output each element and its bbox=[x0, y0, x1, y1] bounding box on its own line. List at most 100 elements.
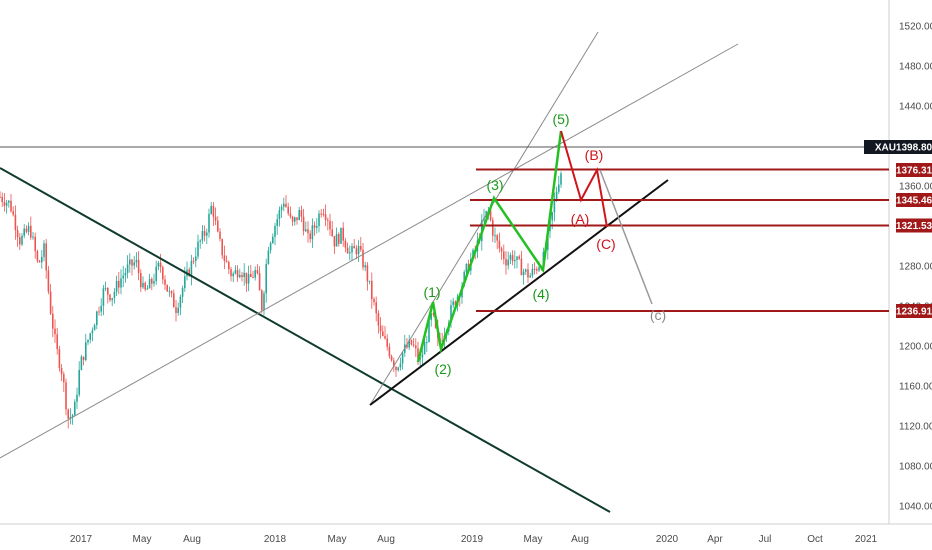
candle-body-down bbox=[333, 236, 336, 247]
candle-body-down bbox=[307, 229, 309, 234]
candle-body-down bbox=[287, 206, 289, 214]
candle-body-up bbox=[254, 270, 256, 278]
candle-body-up bbox=[364, 265, 366, 268]
candle-body-up bbox=[78, 369, 80, 395]
candle-body-down bbox=[203, 231, 206, 236]
level-badge-1236-text: 1236.91 bbox=[896, 307, 932, 318]
level-badge-1321: 1321.53 bbox=[896, 218, 932, 233]
candle-body-down bbox=[212, 205, 215, 217]
level-badge-1345-text: 1345.46 bbox=[896, 196, 932, 207]
candle-body-up bbox=[23, 228, 25, 236]
candle-body-down bbox=[214, 216, 217, 221]
candle-body-up bbox=[494, 235, 496, 237]
candle-body-up bbox=[263, 293, 265, 311]
candle-body-down bbox=[518, 256, 520, 259]
candle-body-up bbox=[76, 394, 78, 402]
candle-body-down bbox=[0, 196, 1, 198]
candle-body-up bbox=[267, 250, 270, 264]
time-tick-label: May bbox=[524, 534, 543, 545]
candle-body-up bbox=[69, 416, 72, 419]
candle-body-down bbox=[417, 348, 419, 360]
steep-channel-line bbox=[369, 31, 599, 406]
candle-body-up bbox=[27, 225, 30, 232]
candle-body-up bbox=[21, 235, 23, 245]
candle-body-down bbox=[192, 260, 195, 262]
time-tick-label: 2018 bbox=[264, 534, 287, 545]
candle-body-up bbox=[210, 205, 212, 214]
downtrend-line bbox=[0, 167, 611, 513]
candle-body-down bbox=[355, 248, 358, 255]
candle-body-up bbox=[208, 213, 210, 233]
candle-body-up bbox=[551, 212, 553, 221]
candle-body-down bbox=[492, 220, 494, 236]
level-badge-1376-bg bbox=[896, 163, 932, 177]
candle-body-up bbox=[368, 280, 371, 282]
candle-body-down bbox=[219, 231, 221, 240]
candle-body-down bbox=[173, 293, 175, 308]
candle-body-up bbox=[463, 271, 465, 286]
last-price-badge: XAUUSD 1398.80 bbox=[864, 140, 932, 154]
candle-body-down bbox=[30, 225, 32, 238]
candle-body-down bbox=[289, 213, 292, 217]
candle-body-down bbox=[151, 278, 153, 284]
wave-label-c-projection: (c) bbox=[650, 307, 666, 323]
candle-body-up bbox=[142, 282, 144, 288]
candle-body-down bbox=[406, 344, 408, 348]
candle-body-down bbox=[432, 313, 435, 315]
candle-body-down bbox=[1, 196, 3, 202]
candle-body-up bbox=[199, 240, 201, 242]
candle-body-up bbox=[265, 263, 267, 294]
candle-body-up bbox=[516, 256, 518, 260]
candle-body-down bbox=[342, 227, 344, 241]
candle-body-down bbox=[373, 299, 375, 303]
long-channel-line bbox=[0, 43, 739, 459]
candle-body-up bbox=[104, 287, 107, 289]
candle-body-down bbox=[159, 262, 162, 268]
candle-body-up bbox=[423, 342, 426, 355]
candle-body-down bbox=[45, 243, 47, 271]
candle-body-down bbox=[324, 214, 327, 220]
candle-body-up bbox=[553, 199, 556, 213]
candle-body-down bbox=[344, 240, 347, 248]
candle-body-down bbox=[109, 294, 111, 301]
candle-body-down bbox=[137, 259, 140, 273]
candle-body-up bbox=[195, 256, 197, 262]
wave-label-a: (A) bbox=[571, 211, 590, 227]
candle-body-up bbox=[111, 298, 113, 301]
candle-body-up bbox=[239, 274, 241, 278]
candle-body-up bbox=[340, 227, 342, 244]
candle-body-down bbox=[302, 216, 305, 232]
wave-label-4: (4) bbox=[532, 286, 549, 302]
level-badge-1236: 1236.91 bbox=[896, 304, 932, 318]
candle-body-down bbox=[38, 260, 41, 263]
candle-body-up bbox=[206, 232, 208, 236]
candle-body-down bbox=[164, 279, 166, 285]
time-tick-label: 2019 bbox=[461, 534, 484, 545]
time-tick-label: Jul bbox=[759, 534, 772, 545]
candle-body-down bbox=[498, 240, 501, 249]
candle-body-up bbox=[87, 339, 89, 343]
candle-body-up bbox=[305, 229, 307, 232]
candle-body-down bbox=[366, 265, 369, 282]
candle-body-down bbox=[107, 287, 109, 295]
candle-body-down bbox=[500, 248, 503, 252]
candle-body-up bbox=[419, 357, 421, 360]
candle-body-down bbox=[14, 214, 17, 231]
candle-body-up bbox=[428, 320, 430, 342]
candle-body-up bbox=[74, 401, 76, 416]
candle-body-down bbox=[382, 331, 384, 337]
last-price-value: 1398.80 bbox=[896, 143, 932, 154]
candle-body-down bbox=[291, 216, 294, 222]
candle-body-down bbox=[503, 251, 505, 260]
candle-body-down bbox=[511, 255, 514, 262]
candle-body-up bbox=[181, 288, 184, 297]
candle-body-up bbox=[234, 270, 237, 274]
candle-body-down bbox=[221, 239, 223, 256]
candle-body-up bbox=[465, 263, 468, 272]
candle-body-down bbox=[371, 280, 373, 300]
candle-body-down bbox=[228, 262, 230, 270]
candle-body-up bbox=[276, 219, 278, 227]
candle-body-up bbox=[318, 213, 320, 227]
candle-body-down bbox=[338, 234, 340, 244]
